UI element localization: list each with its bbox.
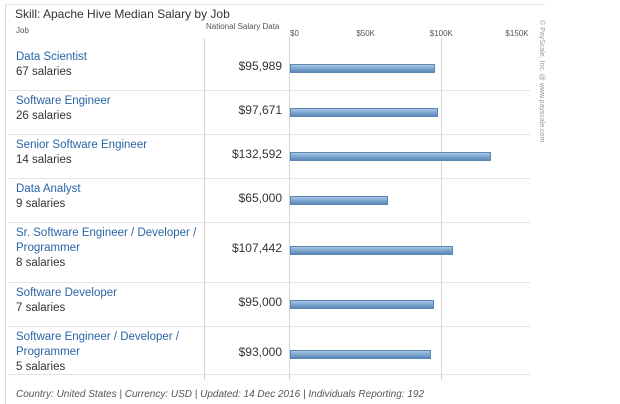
chart-title: Skill: Apache Hive Median Salary by Job	[15, 7, 230, 21]
column-divider-right	[289, 38, 290, 380]
salary-bar	[290, 64, 435, 73]
row-separator	[8, 178, 530, 179]
salary-bar	[290, 300, 434, 309]
job-column-header: Job	[16, 26, 29, 35]
row-separator	[8, 222, 530, 223]
grid-line-100k	[441, 38, 442, 380]
salary-bar	[290, 246, 453, 255]
job-title-link[interactable]: Software Developer	[16, 287, 117, 299]
salary-count: 26 salaries	[16, 110, 72, 122]
row-separator	[8, 326, 530, 327]
frame-top-border	[5, 4, 545, 5]
frame-left-border	[5, 4, 6, 404]
watermark-text: © PayScale, Inc. @ www.payscale.com	[538, 20, 545, 143]
median-salary-value: $93,000	[238, 345, 282, 359]
median-salary-value: $97,671	[238, 103, 282, 117]
job-title-link[interactable]: Sr. Software Engineer / Developer / Prog…	[16, 227, 197, 254]
chart-footer: Country: United States | Currency: USD |…	[16, 389, 425, 400]
salary-count: 7 salaries	[16, 302, 66, 314]
salary-bar	[290, 196, 388, 205]
salary-count: 5 salaries	[16, 361, 66, 373]
median-salary-value: $95,000	[238, 295, 282, 309]
median-salary-value: $132,592	[231, 147, 282, 161]
column-divider-left	[204, 38, 205, 380]
job-title-link[interactable]: Data Analyst	[16, 183, 81, 195]
salary-count: 9 salaries	[16, 198, 66, 210]
salary-count: 67 salaries	[16, 66, 72, 78]
x-tick-label: $100K	[429, 29, 453, 38]
median-salary-value: $65,000	[238, 191, 282, 205]
salary-bar	[290, 108, 438, 117]
median-salary-value: $107,442	[231, 241, 282, 255]
median-salary-value: $95,989	[238, 59, 282, 73]
x-tick-label: $50K	[356, 29, 375, 38]
row-separator	[8, 134, 530, 135]
salary-bar	[290, 152, 491, 161]
job-title-link[interactable]: Senior Software Engineer	[16, 139, 148, 151]
row-separator	[8, 282, 530, 283]
job-title-link[interactable]: Software Engineer / Developer / Programm…	[16, 331, 180, 358]
salary-bar	[290, 350, 431, 359]
job-title-link[interactable]: Software Engineer	[16, 95, 111, 107]
salary-count: 14 salaries	[16, 154, 72, 166]
row-separator	[8, 90, 530, 91]
x-tick-label: $150K	[505, 29, 529, 38]
salary-count: 8 salaries	[16, 257, 66, 269]
row-separator	[8, 374, 530, 375]
x-tick-label: $0	[290, 29, 299, 38]
watermark: © PayScale, Inc. @ www.payscale.com	[535, 20, 549, 180]
national-salary-column-header: National Salary Data	[206, 22, 280, 31]
job-title-link[interactable]: Data Scientist	[16, 51, 87, 63]
